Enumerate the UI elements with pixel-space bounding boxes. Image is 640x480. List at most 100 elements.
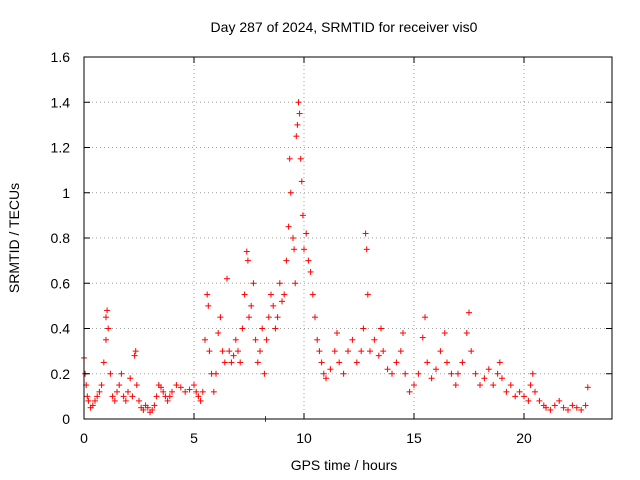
data-point <box>296 110 303 117</box>
data-point <box>512 393 519 400</box>
data-point <box>298 178 305 185</box>
data-point <box>490 382 497 389</box>
data-point <box>132 348 139 355</box>
data-point <box>320 370 327 377</box>
data-point <box>428 375 435 382</box>
data-point <box>419 334 426 341</box>
data-point <box>485 366 492 373</box>
data-point <box>129 393 136 400</box>
data-point <box>358 348 365 355</box>
data-point <box>314 336 321 343</box>
data-point <box>496 359 503 366</box>
data-point <box>239 325 246 332</box>
data-point <box>303 230 310 237</box>
data-point <box>241 291 248 298</box>
data-point <box>252 336 259 343</box>
y-tick-label: 1.4 <box>51 94 71 110</box>
data-point <box>230 352 237 359</box>
data-point <box>551 402 558 409</box>
data-point <box>133 382 140 389</box>
data-point <box>433 366 439 373</box>
data-point <box>301 246 307 253</box>
x-tick-label: 5 <box>190 430 198 446</box>
data-point <box>411 382 417 389</box>
data-point <box>353 359 360 366</box>
data-point <box>521 393 527 400</box>
data-point <box>104 307 111 314</box>
data-point <box>582 402 589 409</box>
data-point <box>437 348 444 355</box>
data-point <box>360 325 367 332</box>
data-point <box>92 397 98 404</box>
data-point <box>169 388 175 395</box>
data-point <box>215 330 222 337</box>
data-point <box>362 230 369 237</box>
axis-ticks: 0 5 10 15 20 0 0.2 0.4 0.6 0.8 1 1.2 1.4 1.6 <box>51 49 612 446</box>
data-point <box>290 235 296 241</box>
y-tick-label: 0.2 <box>51 366 71 382</box>
data-point <box>261 370 268 377</box>
data-point <box>270 302 277 309</box>
data-point <box>463 330 470 337</box>
data-point <box>149 406 156 413</box>
data-point <box>140 406 147 413</box>
data-point <box>199 388 206 395</box>
data-point <box>578 406 585 413</box>
data-point <box>105 325 112 332</box>
data-point <box>94 393 101 400</box>
data-point <box>349 336 356 343</box>
data-point <box>466 309 472 316</box>
data-point <box>246 314 252 321</box>
data-point <box>237 359 244 366</box>
data-point <box>573 404 580 411</box>
data-point <box>144 404 151 411</box>
data-point <box>384 366 391 373</box>
data-point <box>160 388 167 395</box>
data-point <box>393 359 400 366</box>
data-point <box>283 257 290 264</box>
data-point <box>120 393 127 400</box>
data-point <box>226 348 233 355</box>
data-point <box>323 375 329 382</box>
data-point <box>272 325 279 332</box>
y-tick-label: 1.6 <box>51 49 71 65</box>
y-tick-label: 0.6 <box>51 275 71 291</box>
data-point <box>244 257 251 264</box>
data-point <box>111 397 118 404</box>
y-tick-label: 1.2 <box>51 140 71 156</box>
data-point <box>543 404 549 411</box>
data-point <box>248 302 255 309</box>
data-point <box>254 359 261 366</box>
data-point <box>380 348 387 355</box>
data-point <box>84 393 91 400</box>
data-point <box>85 397 92 404</box>
data-point <box>217 314 224 321</box>
x-axis-label: GPS time / hours <box>291 457 398 473</box>
data-point <box>547 406 554 413</box>
data-point <box>292 280 299 287</box>
data-point <box>125 388 131 395</box>
data-point <box>375 352 382 359</box>
data-point <box>371 336 378 343</box>
data-point <box>193 388 200 395</box>
data-point <box>422 314 428 321</box>
data-point <box>367 348 373 355</box>
data-point <box>424 359 431 366</box>
data-point <box>378 325 384 332</box>
data-point <box>503 388 510 395</box>
data-point <box>173 382 180 389</box>
data-point <box>389 370 395 377</box>
data-point <box>221 359 228 366</box>
data-point <box>274 314 281 321</box>
data-point <box>452 382 459 389</box>
data-point <box>516 388 523 395</box>
data-point <box>529 370 536 377</box>
x-tick-label: 20 <box>516 430 532 446</box>
data-point <box>499 375 505 382</box>
data-point <box>584 384 591 391</box>
data-point <box>224 275 230 282</box>
data-point <box>565 406 571 413</box>
data-point <box>305 257 312 264</box>
data-point <box>202 336 208 343</box>
y-tick-label: 0.4 <box>51 321 71 337</box>
